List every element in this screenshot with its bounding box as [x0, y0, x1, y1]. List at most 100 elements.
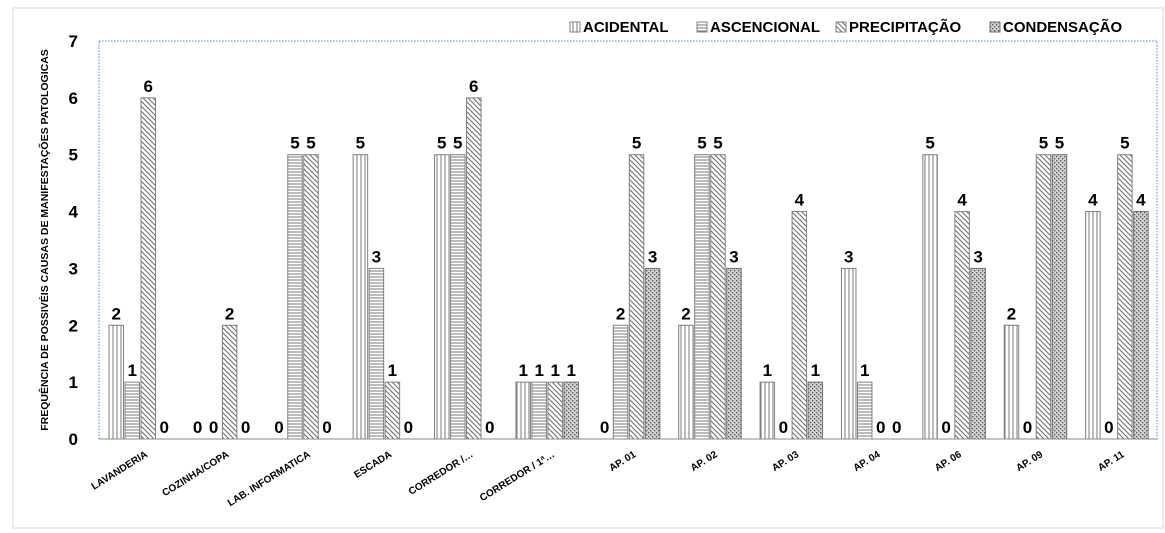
data-label: 5: [437, 134, 446, 153]
data-label: 1: [534, 361, 543, 380]
bar: [612, 324, 629, 440]
data-label: 1: [388, 361, 397, 380]
data-label: 0: [1104, 418, 1113, 437]
x-tick-label: AP. 03: [770, 449, 801, 474]
y-tick-label: 6: [69, 89, 78, 108]
bar: [791, 211, 808, 440]
data-label: 3: [973, 247, 982, 266]
x-tick-label: ESCADA: [352, 449, 394, 481]
bar: [287, 154, 303, 440]
data-label: 0: [779, 418, 788, 437]
bar: [807, 381, 824, 440]
data-label: 5: [1039, 134, 1048, 153]
data-label: 5: [290, 134, 299, 153]
data-label: 2: [225, 304, 234, 323]
bar: [450, 154, 466, 440]
bar: [1133, 211, 1149, 440]
bar: [1003, 324, 1020, 440]
bar: [368, 267, 385, 440]
data-label: 2: [1007, 304, 1016, 323]
bar: [1085, 211, 1101, 440]
bar: [970, 267, 986, 440]
bar: [124, 381, 140, 440]
data-label: 4: [1136, 191, 1146, 210]
data-label: 0: [485, 418, 494, 437]
data-label: 0: [274, 418, 283, 437]
y-tick-label: 0: [69, 430, 78, 449]
data-label: 5: [925, 134, 934, 153]
data-label: 1: [128, 361, 137, 380]
data-label: 5: [1055, 134, 1064, 153]
bar: [563, 381, 579, 440]
legend: ACIDENTAL ASCENCIONAL PRECIPITAÇÃO CONDENSA…: [569, 18, 1123, 36]
bar: [352, 154, 369, 440]
bar: [1051, 154, 1068, 440]
bar: [384, 381, 401, 440]
data-label: 6: [144, 77, 153, 96]
legend-swatch: [835, 21, 847, 33]
legend-swatch: [989, 21, 1001, 33]
y-tick-label: 1: [69, 373, 78, 392]
bar: [710, 154, 726, 440]
data-label: 5: [697, 134, 706, 153]
y-tick-label: 3: [69, 259, 78, 278]
y-tick-label: 4: [69, 203, 79, 222]
data-label: 0: [600, 418, 609, 437]
data-label: 0: [193, 418, 202, 437]
data-label: 5: [713, 134, 722, 153]
legend-label: ACIDENTAL: [583, 19, 669, 36]
y-tick-label: 5: [69, 146, 78, 165]
legend-label: ASCENCIONAL: [710, 19, 820, 36]
bar: [840, 267, 857, 440]
bar: [856, 381, 873, 440]
data-label: 0: [241, 418, 250, 437]
data-label: 0: [892, 418, 901, 437]
data-label: 3: [844, 247, 853, 266]
data-label: 0: [941, 418, 950, 437]
bar: [954, 211, 970, 440]
y-axis-label: FREQUÊNCIA DE POSSIVÉIS CAUSAS DE MANIFE…: [38, 49, 51, 431]
data-label: 0: [160, 418, 169, 437]
data-label: 0: [209, 418, 218, 437]
chart-border: [12, 7, 1164, 529]
y-tick-label: 7: [69, 32, 78, 51]
data-label: 2: [616, 304, 625, 323]
data-label: 1: [566, 361, 575, 380]
data-label: 1: [860, 361, 869, 380]
bar: [628, 154, 645, 440]
data-label: 0: [322, 418, 331, 437]
x-tick-label: AP. 09: [1014, 449, 1045, 474]
bar: [644, 267, 661, 440]
x-tick-label: AP. 04: [852, 449, 883, 474]
data-label: 5: [1120, 134, 1129, 153]
data-label: 3: [729, 247, 738, 266]
data-label: 0: [1023, 418, 1032, 437]
bar: [303, 154, 319, 440]
bar: [1035, 154, 1052, 440]
x-tick-label: AP. 11: [1096, 449, 1127, 474]
bar: [759, 381, 776, 440]
data-label: 1: [518, 361, 527, 380]
data-label: 1: [550, 361, 559, 380]
data-label: 4: [957, 191, 967, 210]
bar: [466, 97, 482, 440]
bar: [922, 154, 938, 440]
data-label: 5: [306, 134, 315, 153]
legend-label: PRECIPITAÇÃO: [849, 18, 962, 36]
bar: [1117, 154, 1133, 440]
x-tick-label: AP. 01: [607, 449, 638, 474]
plot-area: [98, 40, 1158, 440]
data-label: 0: [876, 418, 885, 437]
bar: [531, 381, 547, 440]
bar: [547, 381, 563, 440]
bar: [108, 324, 124, 440]
bar: [434, 154, 450, 440]
data-label: 4: [1088, 191, 1098, 210]
data-label: 0: [404, 418, 413, 437]
bar: [221, 324, 238, 440]
x-tick-label: CORREDOR /…: [407, 449, 476, 497]
y-axis-ticks: 0 1 2 3 4 5 6 7: [69, 32, 79, 449]
x-tick-label: LAVANDERIA: [90, 449, 150, 492]
